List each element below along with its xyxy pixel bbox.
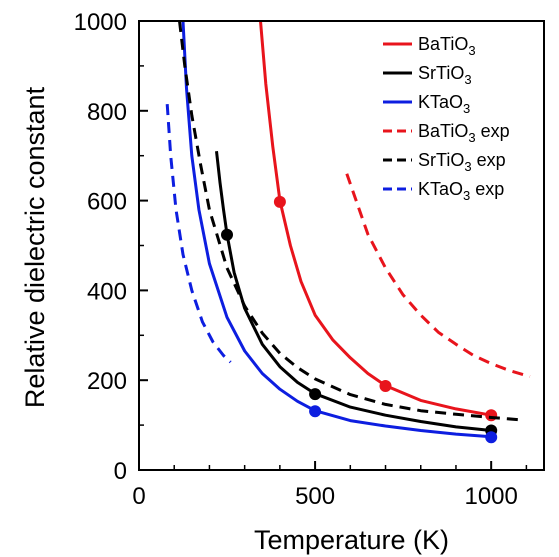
y-tick-label-5: 1000 xyxy=(74,9,127,36)
series-line-5 xyxy=(165,103,232,364)
y-tick-label-4: 800 xyxy=(87,99,127,126)
legend: BaTiO3 SrTiO3 KTaO3 BaTiO3 exp SrTiO3 exp KTa… xyxy=(383,34,510,203)
y-tick-label-2: 400 xyxy=(87,278,127,305)
series-line-2 xyxy=(181,21,492,439)
y-axis-title: Relative dielectric constant xyxy=(20,86,50,408)
y-tick-label-1: 200 xyxy=(87,368,127,395)
legend-label-2: KTaO3 xyxy=(418,92,470,116)
series-marker-1-0 xyxy=(221,228,233,241)
axes-layer: 0 500 1000 0 200 400 600 800 1000 Temperature (K)… xyxy=(20,9,545,555)
series-marker-0-1 xyxy=(379,380,392,392)
x-tick-label-2: 1000 xyxy=(464,483,517,510)
legend-label-4: SrTiO3 exp xyxy=(418,150,506,174)
legend-label-3: BaTiO3 exp xyxy=(418,121,510,145)
x-tick-label-0: 0 xyxy=(132,483,145,510)
series-marker-0-0 xyxy=(273,195,286,208)
legend-label-5: KTaO3 exp xyxy=(418,179,504,203)
series-line-1 xyxy=(215,151,492,432)
series-line-4 xyxy=(178,21,520,422)
series-layer xyxy=(165,21,531,444)
y-tick-label-0: 0 xyxy=(114,458,127,485)
series-marker-1-1 xyxy=(309,388,322,401)
x-tick-label-1: 500 xyxy=(295,483,335,510)
series-marker-2-0 xyxy=(309,405,322,418)
series-marker-0-2 xyxy=(485,409,498,422)
series-line-0 xyxy=(259,21,492,417)
series-marker-2-1 xyxy=(485,431,498,444)
legend-label-0: BaTiO3 xyxy=(418,34,476,58)
series-line-3 xyxy=(345,173,531,379)
x-axis-title: Temperature (K) xyxy=(254,525,449,555)
y-tick-label-3: 600 xyxy=(87,189,127,216)
legend-label-1: SrTiO3 xyxy=(418,63,472,87)
